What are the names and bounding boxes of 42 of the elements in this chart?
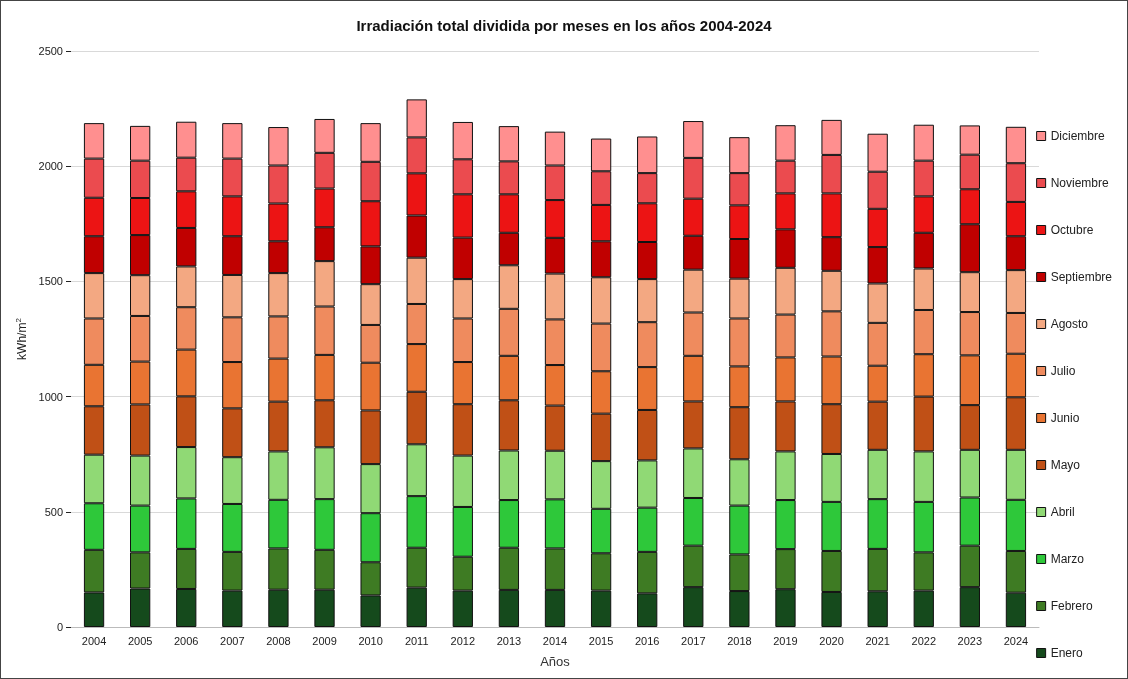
x-tick-label: 2006 (174, 634, 199, 647)
x-tick-label: 2013 (496, 634, 522, 647)
x-tick-label: 2014 (542, 634, 568, 647)
x-axis-title: Años (540, 654, 571, 669)
legend-label: Febrero (1050, 599, 1093, 613)
x-tick-label: 2004 (81, 634, 107, 647)
legend-label: Diciembre (1050, 129, 1105, 143)
x-tick-label: 2012 (450, 634, 476, 647)
x-tick-label: 2023 (957, 634, 983, 647)
y-tick-label: 1000 (38, 390, 63, 403)
y-tick-label: 0 (56, 621, 63, 633)
y-tick-label: 2000 (38, 160, 63, 173)
legend-label: Junio (1050, 411, 1080, 425)
x-tick-label: 2018 (727, 634, 752, 647)
x-tick-label: 2020 (819, 634, 844, 647)
x-tick-label: 2010 (358, 634, 383, 647)
x-tick-label: 2015 (588, 634, 614, 647)
x-tick-label: 2022 (911, 634, 936, 647)
x-tick-label: 2008 (266, 634, 291, 647)
x-tick-label: 2021 (865, 634, 890, 647)
legend-label: Abril (1050, 505, 1075, 519)
y-tick-label: 2500 (38, 45, 63, 57)
x-tick-label: 2019 (773, 634, 798, 647)
x-tick-label: 2011 (404, 634, 429, 647)
legend-label: Mayo (1050, 458, 1081, 472)
x-tick-label: 2005 (127, 634, 153, 647)
x-tick-label: 2017 (681, 634, 706, 647)
y-tick-label: 1500 (38, 275, 63, 288)
legend-label: Noviembre (1050, 176, 1109, 190)
x-tick-label: 2024 (1003, 634, 1029, 647)
y-tick-label: 500 (44, 505, 63, 518)
legend-label: Septiembre (1050, 270, 1113, 284)
y-axis-title: kWh/m2 (14, 317, 29, 360)
legend-label: Agosto (1050, 317, 1089, 331)
x-tick-label: 2016 (634, 634, 660, 647)
legend-label: Enero (1050, 646, 1083, 660)
chart-title: Irradiación total dividida por meses en los años 2004-2024 (356, 17, 773, 34)
legend-label: Marzo (1050, 552, 1085, 566)
legend-label: Octubre (1050, 223, 1094, 237)
x-tick-label: 2009 (312, 634, 337, 647)
legend-label: Julio (1050, 364, 1076, 378)
x-tick-label: 2007 (220, 634, 245, 647)
